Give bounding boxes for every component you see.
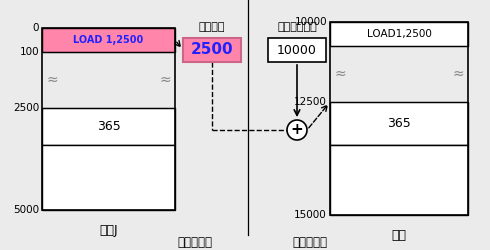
Bar [42,108,175,145]
Text: LOAD1,2500: LOAD1,2500 [367,29,431,39]
Text: ≈: ≈ [452,67,464,81]
Text: ≈: ≈ [334,67,346,81]
Text: 100: 100 [20,47,39,57]
Text: 作业J: 作业J [99,224,118,237]
Text: 10100: 10100 [294,41,327,51]
Text: 365: 365 [97,120,121,133]
Bar [42,28,175,52]
Text: 10000: 10000 [294,17,327,27]
Bar [330,145,468,215]
Bar [42,145,175,210]
Bar [42,28,175,210]
Text: ≈: ≈ [159,73,171,87]
Text: 主存: 主存 [392,229,407,242]
Text: 2500: 2500 [191,42,233,58]
Bar [330,22,468,46]
Text: 365: 365 [387,117,411,130]
Text: LOAD 1,2500: LOAD 1,2500 [74,35,144,45]
Text: 0: 0 [32,23,39,33]
Text: 12500: 12500 [294,97,327,107]
Text: 重定位寄存器: 重定位寄存器 [277,22,317,32]
Bar [330,102,468,145]
Text: +: + [291,122,303,138]
Text: 5000: 5000 [13,205,39,215]
Circle shape [287,120,307,140]
Text: 处理机一侧: 处理机一侧 [177,236,213,248]
Text: 2500: 2500 [13,103,39,113]
Bar [268,38,326,62]
Text: ≈: ≈ [46,73,58,87]
Bar [183,38,241,62]
Text: 相对地址: 相对地址 [199,22,225,32]
Bar [330,22,468,215]
Text: 存储器一侧: 存储器一侧 [293,236,327,248]
Text: 15000: 15000 [294,210,327,220]
Text: 10000: 10000 [277,44,317,57]
